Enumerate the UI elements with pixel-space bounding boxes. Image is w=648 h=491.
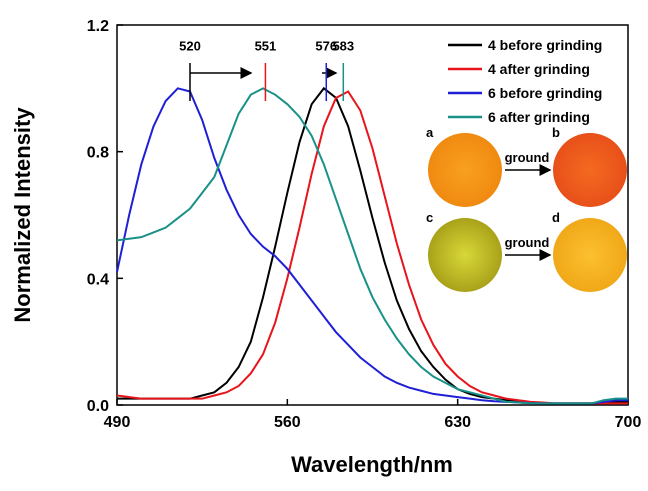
data-line [116, 87, 628, 405]
inset-label: c [426, 210, 433, 225]
x-axis-label: Wavelength/nm [291, 452, 453, 477]
x-tick-label: 560 [274, 414, 301, 431]
x-tick-label: 630 [444, 414, 471, 431]
inset-label: a [426, 125, 434, 140]
peak-label: 551 [255, 38, 277, 53]
peak-label: 520 [179, 38, 201, 53]
inset-label: d [552, 210, 560, 225]
y-axis-label: Normalized Intensity [10, 107, 35, 323]
arrow-label: ground [505, 235, 550, 250]
x-tick-label: 700 [615, 414, 642, 431]
inset-label: b [552, 125, 560, 140]
legend-label: 4 after grinding [488, 61, 590, 77]
sample-photo [553, 218, 627, 292]
sample-photo [553, 133, 627, 207]
sample-photo [428, 133, 502, 207]
y-tick-label: 0.8 [87, 145, 109, 162]
y-tick-label: 0.0 [87, 398, 109, 415]
y-tick-label: 1.2 [87, 18, 109, 35]
inset: a b c d ground ground [426, 125, 627, 292]
legend-label: 6 before grinding [488, 85, 602, 101]
y-tick-label: 0.4 [87, 271, 109, 288]
sample-photo [428, 218, 502, 292]
legend-label: 4 before grinding [488, 37, 602, 53]
peak-label: 576 [315, 38, 337, 53]
x-tick-label: 490 [104, 414, 131, 431]
arrow-label: ground [505, 150, 550, 165]
plot-frame [116, 24, 629, 406]
legend-label: 6 after grinding [488, 109, 590, 125]
peak-label: 583 [332, 38, 354, 53]
